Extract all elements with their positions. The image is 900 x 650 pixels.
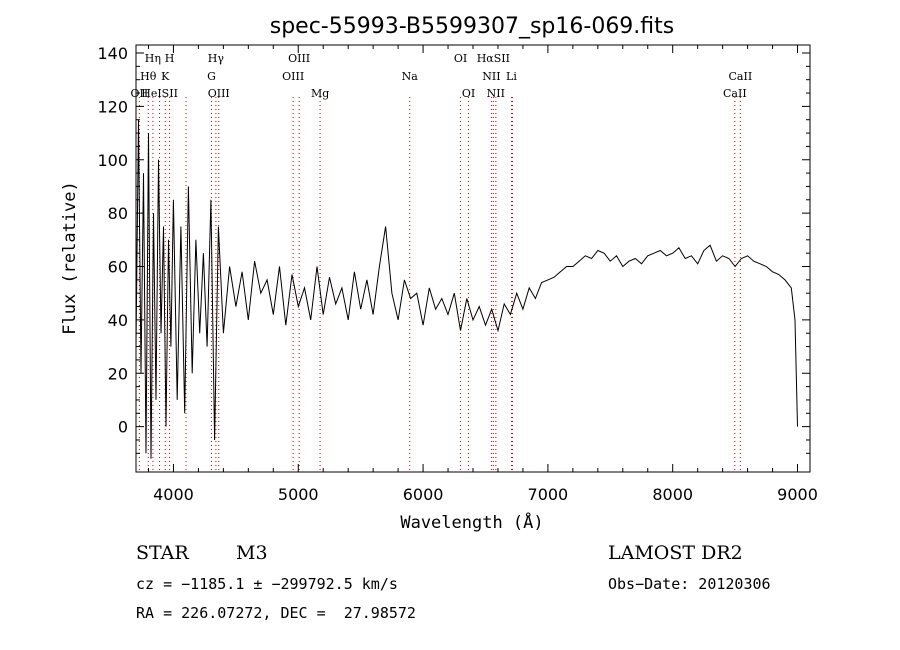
emission-line-label: HαSII — [477, 52, 510, 65]
emission-line-label: H — [165, 52, 175, 65]
spectrum-series — [135, 119, 798, 459]
y-tick-label: 80 — [108, 204, 128, 223]
emission-line-label: OIII — [208, 87, 230, 100]
emission-line-label: Hγ — [208, 52, 225, 65]
emission-line-label: CaII — [723, 87, 747, 100]
chart-title: spec-55993-B5599307_sp16-069.fits — [270, 14, 675, 39]
x-tick-label: 8000 — [652, 485, 693, 504]
emission-line-label: Mg — [311, 87, 329, 100]
y-tick-label: 140 — [97, 44, 128, 63]
x-tick-label: 6000 — [403, 485, 444, 504]
emission-line-label: G — [207, 70, 216, 83]
x-tick-label: 4000 — [153, 485, 194, 504]
plot-frame — [135, 44, 811, 473]
x-axis-ticks: 4000 5000 6000 7000 8000 9000 — [147, 45, 818, 504]
y-axis-label: Flux (relative) — [60, 181, 80, 335]
emission-line-label: OIII — [282, 70, 304, 83]
coordinates: RA = 226.07272, DEC = 27.98572 — [136, 604, 416, 622]
emission-line-label: Hθ — [140, 70, 157, 83]
emission-line-label: OI — [454, 52, 467, 65]
emission-line-label: NII — [482, 70, 500, 83]
x-tick-label: 7000 — [528, 485, 569, 504]
y-tick-label: 100 — [97, 151, 128, 170]
x-tick-label: 9000 — [777, 485, 818, 504]
emission-line-label: Na — [402, 70, 419, 83]
emission-line-label: HeISII — [141, 87, 178, 100]
y-tick-label: 60 — [108, 258, 128, 277]
observation-date: Obs−Date: 20120306 — [608, 575, 771, 593]
spectrum-line — [135, 119, 798, 459]
object-class: STAR — [136, 542, 189, 564]
cz-value: cz = −1185.1 ± −299792.5 km/s — [136, 575, 398, 593]
y-axis-ticks: 0 20 40 60 80 100 120 140 — [97, 44, 810, 454]
emission-line-label: OI — [462, 87, 475, 100]
emission-line-label: Li — [506, 70, 517, 83]
emission-line-label: Hη — [145, 52, 161, 65]
survey-name: LAMOST DR2 — [608, 542, 743, 564]
y-tick-label: 120 — [97, 97, 128, 116]
emission-line-label: CaII — [729, 70, 753, 83]
emission-line-markers — [138, 97, 741, 472]
x-tick-label: 5000 — [278, 485, 319, 504]
x-axis-label: Wavelength (Å) — [400, 511, 543, 533]
y-tick-label: 0 — [118, 418, 128, 437]
emission-line-label: NII — [487, 87, 505, 100]
object-subclass: M3 — [236, 542, 268, 564]
y-tick-label: 20 — [108, 364, 128, 383]
y-tick-label: 40 — [108, 311, 128, 330]
emission-line-label: OIII — [288, 52, 310, 65]
emission-line-label: K — [161, 70, 170, 83]
